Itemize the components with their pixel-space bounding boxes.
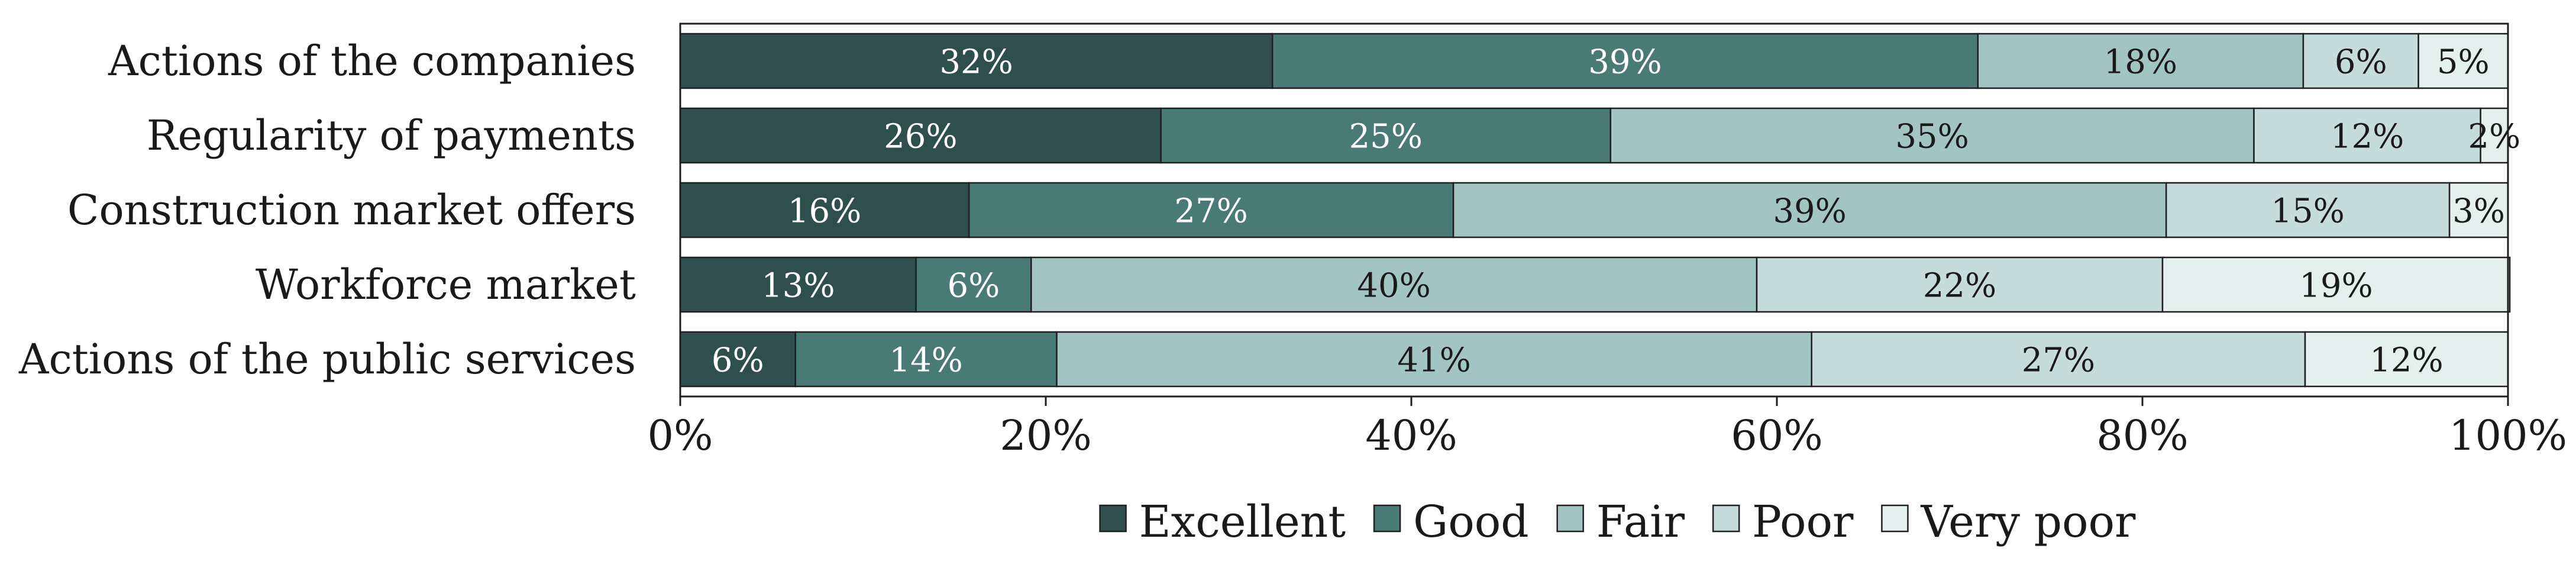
data-label-good-regularity-of-payments: 25% <box>1349 118 1423 156</box>
data-label-poor-workforce-market: 22% <box>1923 267 1996 305</box>
bar-segment-good-workforce-market <box>915 256 1032 313</box>
x-tick-label-0: 0% <box>647 411 713 460</box>
x-tick-label-20: 20% <box>1000 411 1092 460</box>
legend-label-poor: Poor <box>1752 496 1854 547</box>
data-label-good-workforce-market: 6% <box>948 267 1000 305</box>
legend-swatch-very-poor <box>1881 504 1909 533</box>
category-label-construction-market-offers: Construction market offers <box>67 186 636 234</box>
bar-segment-excellent-regularity-of-payments <box>679 107 1162 164</box>
data-label-very-poor-regularity-of-payments: 2% <box>2468 118 2520 156</box>
bar-segment-fair-workforce-market <box>1030 256 1758 313</box>
x-tick-label-100: 100% <box>2449 411 2567 460</box>
legend-label-good: Good <box>1413 496 1529 547</box>
legend: Excellent Good Fair Poor Very poor <box>1099 496 2136 547</box>
legend-swatch-good <box>1373 504 1401 533</box>
category-label-actions-of-the-public-services: Actions of the public services <box>18 335 636 383</box>
bar-segment-good-construction-market-offers <box>968 182 1455 238</box>
category-label-regularity-of-payments: Regularity of payments <box>147 111 636 160</box>
data-label-poor-construction-market-offers: 15% <box>2271 192 2344 231</box>
legend-label-very-poor: Very poor <box>1920 496 2136 547</box>
data-label-excellent-regularity-of-payments: 26% <box>884 118 957 156</box>
bar-segment-poor-workforce-market <box>1756 256 2164 313</box>
data-label-fair-construction-market-offers: 39% <box>1773 192 1846 231</box>
bar-segment-fair-construction-market-offers <box>1452 182 2167 238</box>
bar-segment-fair-actions-of-the-companies <box>1977 33 2304 89</box>
data-label-poor-regularity-of-payments: 12% <box>2331 118 2404 156</box>
data-label-excellent-workforce-market: 13% <box>761 267 835 305</box>
data-label-fair-actions-of-the-public-services: 41% <box>1397 341 1470 380</box>
bar-segment-good-regularity-of-payments <box>1160 107 1612 164</box>
legend-swatch-poor <box>1712 504 1740 533</box>
bar-segment-fair-actions-of-the-public-services <box>1056 331 1812 388</box>
category-label-workforce-market: Workforce market <box>256 260 636 309</box>
data-label-excellent-construction-market-offers: 16% <box>788 192 861 231</box>
x-tick-label-60: 60% <box>1731 411 1823 460</box>
data-label-fair-actions-of-the-companies: 18% <box>2104 43 2177 82</box>
data-label-fair-regularity-of-payments: 35% <box>1895 118 1969 156</box>
legend-label-fair: Fair <box>1596 496 1685 547</box>
bar-segment-very-poor-regularity-of-payments <box>2480 107 2509 164</box>
bar-segment-excellent-actions-of-the-public-services <box>679 331 796 388</box>
x-tick-label-40: 40% <box>1365 411 1457 460</box>
data-label-very-poor-actions-of-the-public-services: 12% <box>2370 341 2443 380</box>
legend-swatch-excellent <box>1099 504 1127 533</box>
bar-segment-poor-regularity-of-payments <box>2253 107 2481 164</box>
bar-segment-good-actions-of-the-companies <box>1271 33 1979 89</box>
bar-segment-very-poor-actions-of-the-companies <box>2417 33 2509 89</box>
data-label-very-poor-workforce-market: 19% <box>2299 267 2373 305</box>
data-label-good-actions-of-the-companies: 39% <box>1588 43 1662 82</box>
data-label-very-poor-construction-market-offers: 3% <box>2452 192 2505 231</box>
legend-label-excellent: Excellent <box>1139 496 1346 547</box>
bar-segment-poor-construction-market-offers <box>2165 182 2451 238</box>
bar-segment-very-poor-workforce-market <box>2161 256 2511 313</box>
data-label-good-construction-market-offers: 27% <box>1174 192 1247 231</box>
data-label-very-poor-actions-of-the-companies: 5% <box>2437 43 2490 82</box>
data-label-poor-actions-of-the-public-services: 27% <box>2022 341 2095 380</box>
category-label-actions-of-the-companies: Actions of the companies <box>108 37 636 85</box>
bar-segment-excellent-actions-of-the-companies <box>679 33 1274 89</box>
bar-segment-good-actions-of-the-public-services <box>794 331 1058 388</box>
data-label-fair-workforce-market: 40% <box>1357 267 1430 305</box>
x-tick-label-80: 80% <box>2096 411 2189 460</box>
data-label-excellent-actions-of-the-companies: 32% <box>939 43 1013 82</box>
data-label-poor-actions-of-the-companies: 6% <box>2335 43 2387 82</box>
bar-segment-fair-regularity-of-payments <box>1609 107 2255 164</box>
data-label-good-actions-of-the-public-services: 14% <box>889 341 962 380</box>
bar-segment-very-poor-actions-of-the-public-services <box>2304 331 2509 388</box>
legend-swatch-fair <box>1556 504 1584 533</box>
data-label-excellent-actions-of-the-public-services: 6% <box>712 341 764 380</box>
